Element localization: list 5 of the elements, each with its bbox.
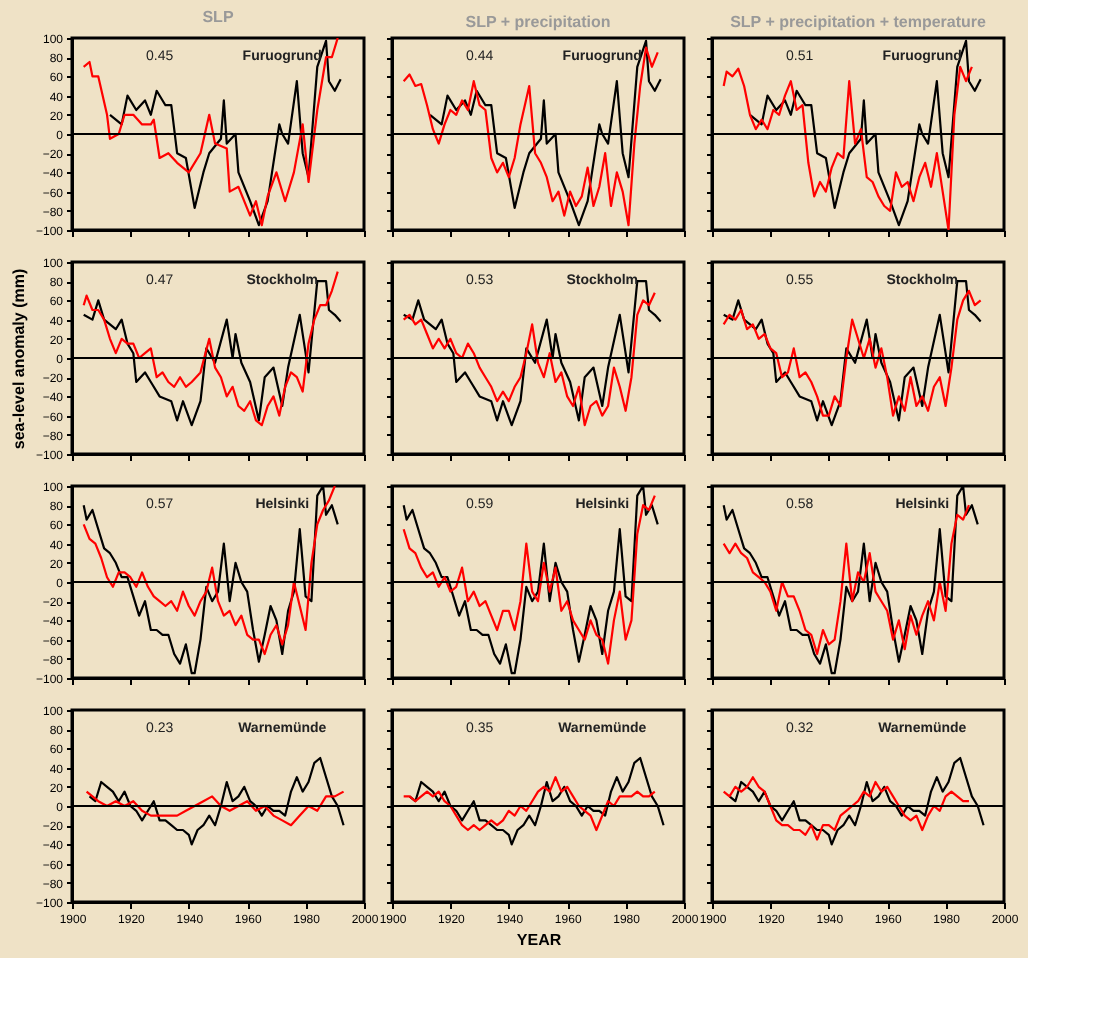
- chart-title: SLP + precipitation + temperature: [730, 13, 987, 31]
- x-axis-title: YEAR: [516, 931, 562, 949]
- chart-title: SLP + precipitation: [465, 13, 611, 31]
- chart-title: SLP: [202, 8, 235, 26]
- y-axis-title: sea-level anomaly (mm): [9, 268, 28, 450]
